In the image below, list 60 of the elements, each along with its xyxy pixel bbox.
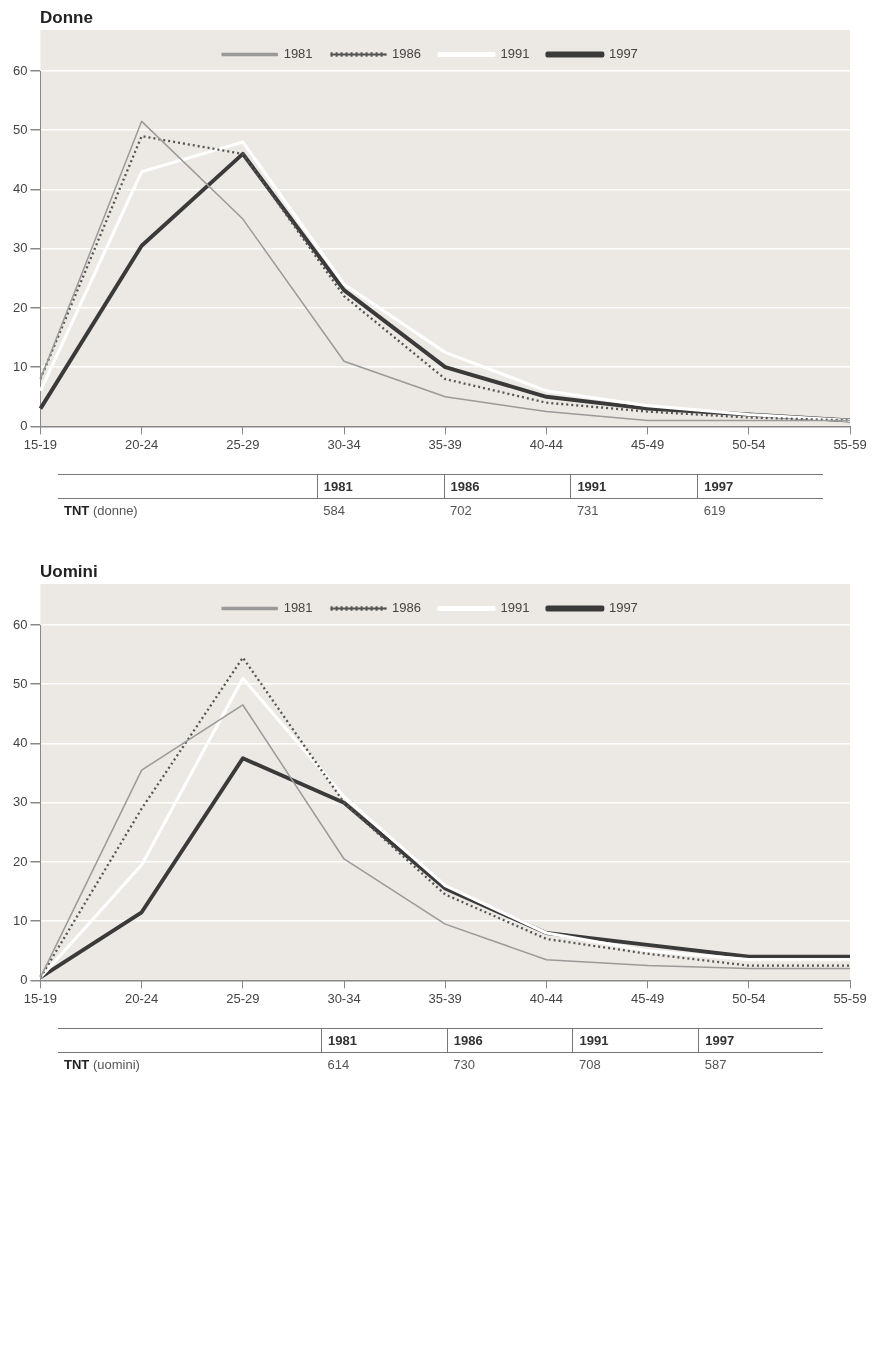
- legend-label: 1997: [608, 46, 638, 62]
- x-tick-label: 55-59: [833, 436, 867, 452]
- category-label: 1997: [697, 474, 823, 499]
- data-label: 614: [326, 1056, 351, 1074]
- legend-label: 1981: [283, 600, 313, 616]
- x-tick-label: 20-24: [125, 990, 159, 1006]
- category-label: 1997: [698, 1028, 823, 1053]
- category-label: 1981: [321, 1028, 448, 1053]
- category-label: 1986: [444, 474, 571, 499]
- y-tick-label: 40: [12, 181, 28, 197]
- x-tick-label: 15-19: [23, 436, 58, 452]
- data-label: 619: [702, 502, 727, 520]
- data-label: 584: [322, 502, 346, 520]
- y-tick-label: 10: [12, 358, 28, 374]
- x-tick-label: 50-54: [732, 990, 766, 1006]
- x-tick-label: 40-44: [529, 990, 564, 1006]
- data-label: 702: [449, 502, 473, 520]
- y-tick-label: 20: [12, 853, 28, 869]
- data-label: 730: [452, 1056, 476, 1074]
- chart-title: Donne: [40, 8, 94, 28]
- y-tick-label: 10: [12, 912, 28, 928]
- x-tick-label: 35-39: [428, 990, 462, 1006]
- chart-title: Uomini: [40, 562, 99, 582]
- x-tick-label: 35-39: [428, 436, 462, 452]
- data-label: 587: [703, 1056, 728, 1074]
- category-label: 1981: [317, 474, 445, 499]
- x-tick-label: 30-34: [327, 436, 361, 452]
- category-label: 1986: [447, 1028, 573, 1053]
- y-tick-label: 0: [20, 971, 28, 987]
- x-tick-label: 50-54: [732, 436, 766, 452]
- legend-label: 1997: [608, 600, 638, 616]
- category-label: 1991: [572, 1028, 699, 1053]
- data-label: 708: [578, 1056, 602, 1074]
- category-label: 1991: [570, 474, 698, 499]
- legend-label: 1991: [500, 600, 530, 616]
- x-tick-label: 15-19: [23, 990, 58, 1006]
- y-tick-label: 60: [12, 62, 28, 78]
- x-tick-label: 45-49: [630, 436, 665, 452]
- y-tick-label: 50: [12, 121, 28, 137]
- x-tick-label: 20-24: [125, 436, 159, 452]
- y-tick-label: 30: [12, 794, 28, 810]
- text: TNT (donne): [63, 502, 139, 520]
- legend-label: 1986: [392, 46, 421, 62]
- data-label: 731: [575, 502, 600, 520]
- text: TNT (uomini): [63, 1056, 141, 1074]
- legend-label: 1986: [392, 600, 421, 616]
- legend-label: 1981: [283, 46, 313, 62]
- x-tick-label: 45-49: [630, 990, 665, 1006]
- y-tick-label: 50: [12, 675, 28, 691]
- x-tick-label: 40-44: [529, 436, 564, 452]
- x-tick-label: 55-59: [833, 990, 867, 1006]
- y-tick-label: 60: [12, 616, 28, 632]
- x-tick-label: 30-34: [327, 990, 361, 1006]
- y-tick-label: 40: [12, 735, 28, 751]
- x-tick-label: 25-29: [226, 990, 260, 1006]
- y-tick-label: 30: [12, 240, 28, 256]
- x-tick-label: 25-29: [226, 436, 260, 452]
- legend-label: 1991: [500, 46, 530, 62]
- y-tick-label: 20: [12, 299, 28, 315]
- y-tick-label: 0: [20, 417, 28, 433]
